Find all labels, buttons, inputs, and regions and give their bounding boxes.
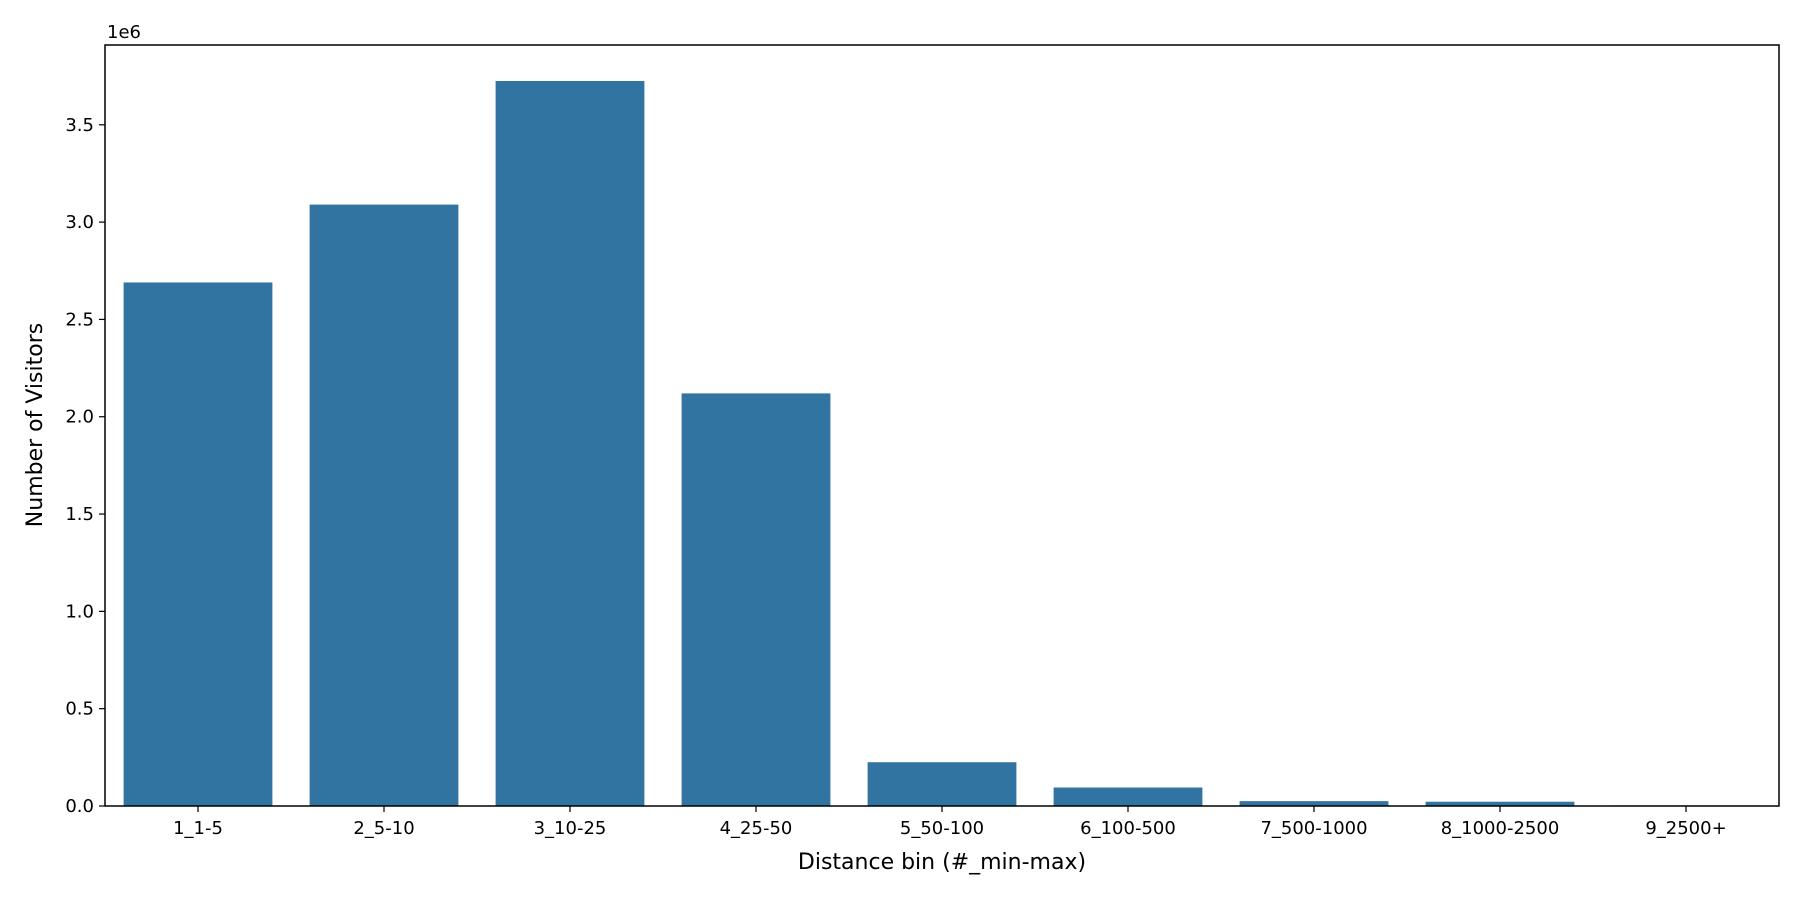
bar-7_500-1000 xyxy=(1239,801,1389,806)
x-tick-label: 1_1-5 xyxy=(173,818,223,839)
y-tick-label: 2.0 xyxy=(65,407,94,428)
x-tick-label: 9_2500+ xyxy=(1645,818,1726,839)
x-axis-label: Distance bin (#_min-max) xyxy=(798,850,1086,875)
y-tick-label: 2.5 xyxy=(65,309,94,330)
x-tick-label: 5_50-100 xyxy=(900,818,984,839)
y-tick-label: 0.5 xyxy=(65,699,94,720)
x-tick-label: 7_500-1000 xyxy=(1260,818,1367,839)
y-tick-label: 0.0 xyxy=(65,796,94,817)
y-tick-label: 1.5 xyxy=(65,504,94,525)
y-tick-label: 1.0 xyxy=(65,601,94,622)
x-tick-label: 8_1000-2500 xyxy=(1441,818,1560,839)
y-tick-label: 3.0 xyxy=(65,212,94,233)
y-tick-label: 3.5 xyxy=(65,115,94,136)
x-tick-label: 3_10-25 xyxy=(534,818,607,839)
y-offset-label: 1e6 xyxy=(107,22,141,43)
bar-1_1-5 xyxy=(123,282,273,806)
bar-5_50-100 xyxy=(867,762,1017,806)
x-axis: 1_1-5 2_5-10 3_10-25 4_25-50 5_50-100 6_100-5… xyxy=(173,806,1727,839)
bar-6_100-500 xyxy=(1053,787,1203,806)
y-axis-label: Number of Visitors xyxy=(23,323,48,527)
y-axis: 0.0 0.5 1.0 1.5 2.0 2.5 3.0 3.5 xyxy=(65,115,105,817)
x-tick-label: 4_25-50 xyxy=(720,818,793,839)
bar-8_1000-2500 xyxy=(1425,801,1575,806)
bar-3_10-25 xyxy=(495,81,645,806)
bars-group xyxy=(123,81,1761,807)
x-tick-label: 6_100-500 xyxy=(1080,818,1176,839)
bar-2_5-10 xyxy=(309,204,459,807)
x-tick-label: 2_5-10 xyxy=(353,818,414,839)
bar-4_25-50 xyxy=(681,393,831,806)
